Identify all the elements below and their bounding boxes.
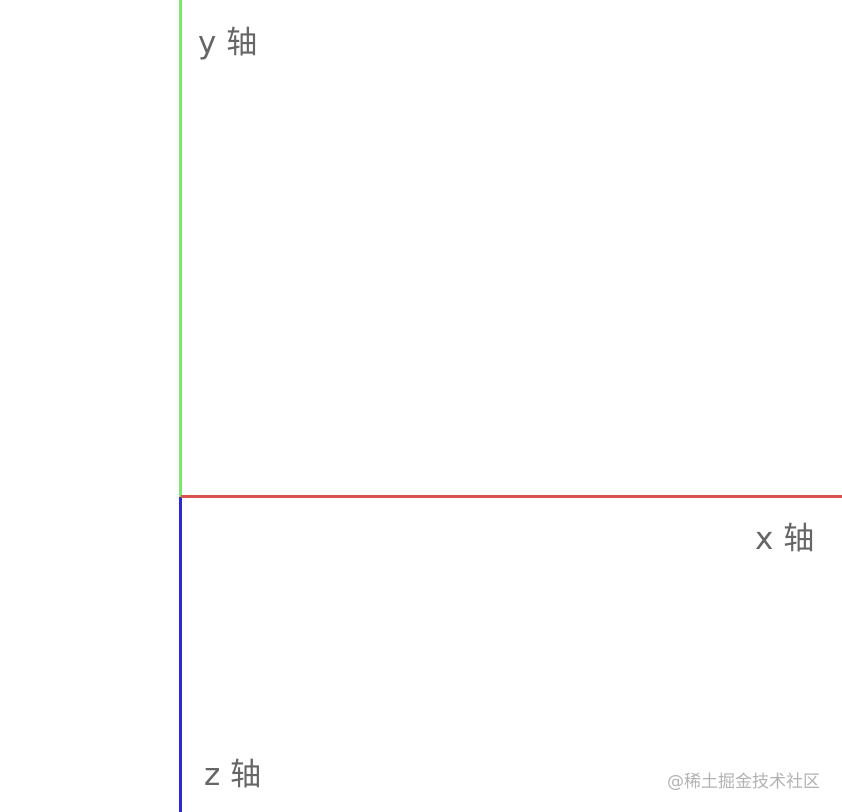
y-axis-line bbox=[179, 0, 182, 497]
y-axis-label: y 轴 bbox=[198, 25, 258, 61]
watermark: @稀土掘金技术社区 bbox=[667, 772, 820, 792]
z-axis-line bbox=[179, 497, 182, 812]
x-axis-label: x 轴 bbox=[755, 521, 815, 557]
x-axis-line bbox=[181, 495, 842, 498]
z-axis-label: z 轴 bbox=[204, 757, 262, 793]
